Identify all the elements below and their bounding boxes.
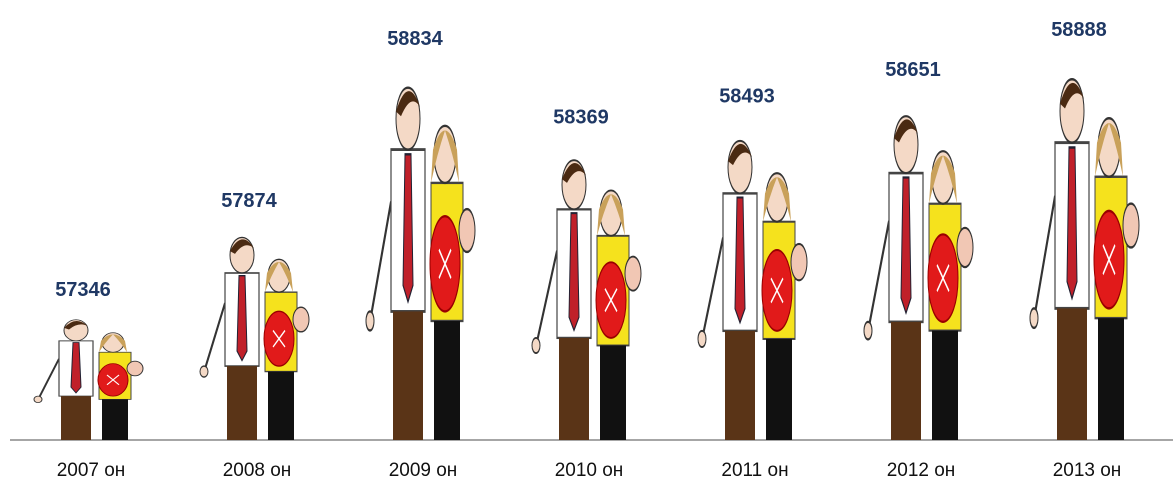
x-tick-label: 2010 он bbox=[555, 460, 624, 481]
value-label: 57874 bbox=[221, 190, 277, 212]
x-tick-label: 2013 он bbox=[1053, 460, 1122, 481]
family-figure bbox=[864, 116, 973, 440]
x-tick-label: 2009 он bbox=[389, 460, 458, 481]
value-label: 58651 bbox=[885, 59, 941, 81]
pictogram bbox=[198, 236, 311, 442]
value-label: 58369 bbox=[553, 107, 609, 129]
value-label: 58493 bbox=[719, 86, 775, 108]
value-label: 58888 bbox=[1051, 19, 1107, 41]
pictogram bbox=[1030, 79, 1139, 440]
pictogram bbox=[530, 158, 643, 442]
pictogram bbox=[698, 141, 807, 440]
x-tick-label: 2007 он bbox=[57, 460, 126, 481]
family-figure bbox=[33, 318, 144, 441]
family-figure bbox=[366, 88, 475, 440]
family-figure bbox=[1030, 79, 1139, 440]
x-tick-label: 2012 он bbox=[887, 460, 956, 481]
family-figure bbox=[198, 236, 311, 442]
pictogram bbox=[864, 116, 973, 440]
value-label: 57346 bbox=[55, 279, 111, 301]
value-label: 58834 bbox=[387, 28, 443, 50]
pictogram bbox=[33, 318, 144, 441]
x-tick-label: 2008 он bbox=[223, 460, 292, 481]
family-figure bbox=[698, 141, 807, 440]
family-figure bbox=[530, 158, 643, 442]
x-tick-label: 2011 он bbox=[721, 460, 788, 481]
pictogram bbox=[366, 88, 475, 440]
